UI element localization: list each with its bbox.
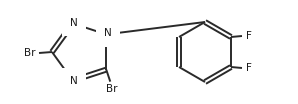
Text: N: N xyxy=(70,76,77,86)
Text: N: N xyxy=(70,18,77,28)
Text: F: F xyxy=(246,63,252,73)
Text: Br: Br xyxy=(24,48,36,58)
Text: F: F xyxy=(246,31,252,41)
Text: Br: Br xyxy=(105,84,117,94)
Text: N: N xyxy=(104,28,112,38)
